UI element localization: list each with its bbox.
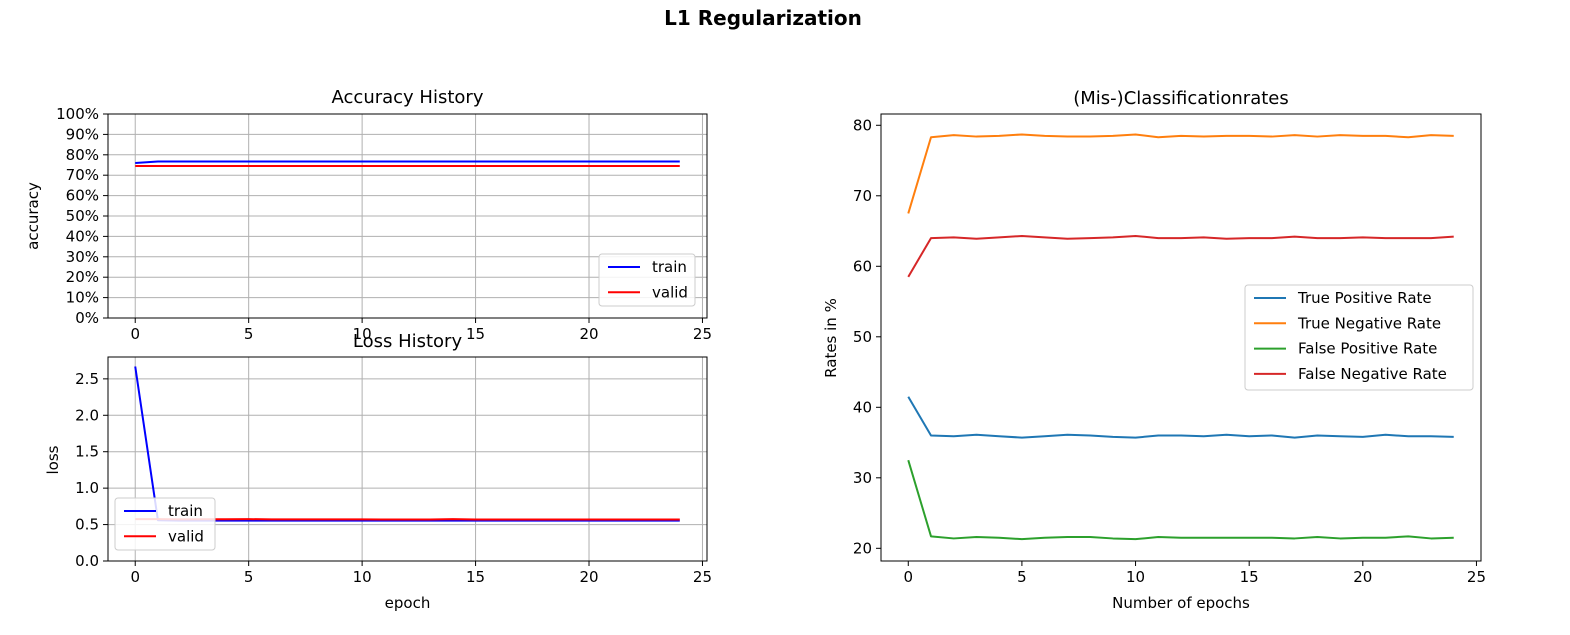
loss-title: Loss History [353,331,463,352]
accuracy-xtick-label: 20 [579,325,598,343]
rates-ytick-label: 50 [853,328,872,346]
accuracy-xtick-label: 0 [130,325,140,343]
loss-legend-label: train [168,502,203,520]
rates-legend: True Positive Rate True Negative Rate Fals… [1244,284,1474,391]
rates-ylabel: Rates in % [822,298,840,378]
rates-xtick-label: 0 [903,568,913,586]
accuracy-xtick-label: 5 [244,325,254,343]
accuracy-legend-label: valid [652,283,688,301]
accuracy-xtick-label: 10 [353,325,372,343]
accuracy-legend-label: train [652,258,687,276]
rates-series-true-positive-rate-line [907,396,1454,439]
accuracy-ytick-label: 40% [66,227,99,245]
loss-series-train-line [134,366,680,522]
rates-ytick-label: 20 [853,539,872,557]
accuracy-ytick-label: 30% [66,248,99,266]
loss-ytick-label: 0.0 [75,552,99,570]
rates-title: (Mis-)Classificationrates [1073,88,1289,109]
loss-xtick-label: 0 [130,568,140,586]
loss-legend: train valid [114,497,216,551]
accuracy-ytick-label: 90% [66,125,99,143]
rates-ytick-label: 70 [853,187,872,205]
accuracy-ytick-label: 0% [75,309,99,327]
loss-ytick-label: 2.5 [75,370,99,388]
rates-xtick-label: 20 [1353,568,1372,586]
loss-xtick-label: 5 [244,568,254,586]
accuracy-xtick-label: 25 [693,325,712,343]
accuracy-legend: train valid [598,253,696,307]
loss-xtick-label: 10 [353,568,372,586]
accuracy-title: Accuracy History [332,87,484,108]
accuracy-ytick-label: 20% [66,268,99,286]
rates-axes-frame [880,113,1482,562]
loss-ytick-label: 1.0 [75,479,99,497]
loss-ytick-label: 1.5 [75,443,99,461]
loss-ylabel: loss [44,445,62,474]
accuracy-series-train-line [135,160,680,164]
rates-legend-label: True Negative Rate [1297,314,1441,332]
rates-xtick-label: 15 [1240,568,1259,586]
accuracy-ytick-label: 80% [66,146,99,164]
loss-xtick-label: 15 [466,568,485,586]
loss-axes-frame [107,356,708,562]
rates-xtick-label: 25 [1467,568,1486,586]
rates-legend-label: False Negative Rate [1298,365,1447,383]
accuracy-ytick-label: 60% [66,187,99,205]
rates-xtick-label: 5 [1017,568,1027,586]
loss-xlabel: epoch [385,594,431,612]
rates-legend-box [1244,284,1474,391]
rates-series-false-positive-rate-line [907,459,1454,541]
loss-legend-label: valid [168,527,204,545]
rates-series-true-negative-rate-line [907,133,1454,214]
rates-series-false-negative-rate-line [907,234,1454,278]
loss-ytick-label: 0.5 [75,516,99,534]
figure-suptitle: L1 Regularization [664,6,862,30]
rates-ytick-label: 40 [853,398,872,416]
rates-xlabel: Number of epochs [1112,594,1250,612]
accuracy-ytick-label: 50% [66,207,99,225]
loss-ytick-label: 2.0 [75,406,99,424]
accuracy-xtick-label: 15 [466,325,485,343]
accuracy-chart: 0 5 10 15 20 25 0% 10% 20% 30% 40% 50% 60% 70% 80% 90% 1… [24,87,712,343]
accuracy-ylabel: accuracy [24,182,42,250]
accuracy-ytick-label: 100% [56,105,99,123]
rates-legend-label: False Positive Rate [1298,340,1437,358]
rates-xtick-label: 10 [1126,568,1145,586]
accuracy-ytick-label: 10% [66,289,99,307]
rates-ytick-label: 60 [853,257,872,275]
rates-chart: 0 5 10 15 20 25 20 30 40 50 60 70 80 (Mis-)Classifica… [822,88,1486,612]
rates-ytick-label: 30 [853,469,872,487]
loss-chart: 0 5 10 15 20 25 0.0 0.5 1.0 1.5 2.0 2.5 Loss History… [44,331,712,612]
loss-xtick-label: 20 [579,568,598,586]
loss-xtick-label: 25 [693,568,712,586]
accuracy-ytick-label: 70% [66,166,99,184]
rates-ytick-label: 80 [853,116,872,134]
rates-legend-label: True Positive Rate [1297,289,1432,307]
